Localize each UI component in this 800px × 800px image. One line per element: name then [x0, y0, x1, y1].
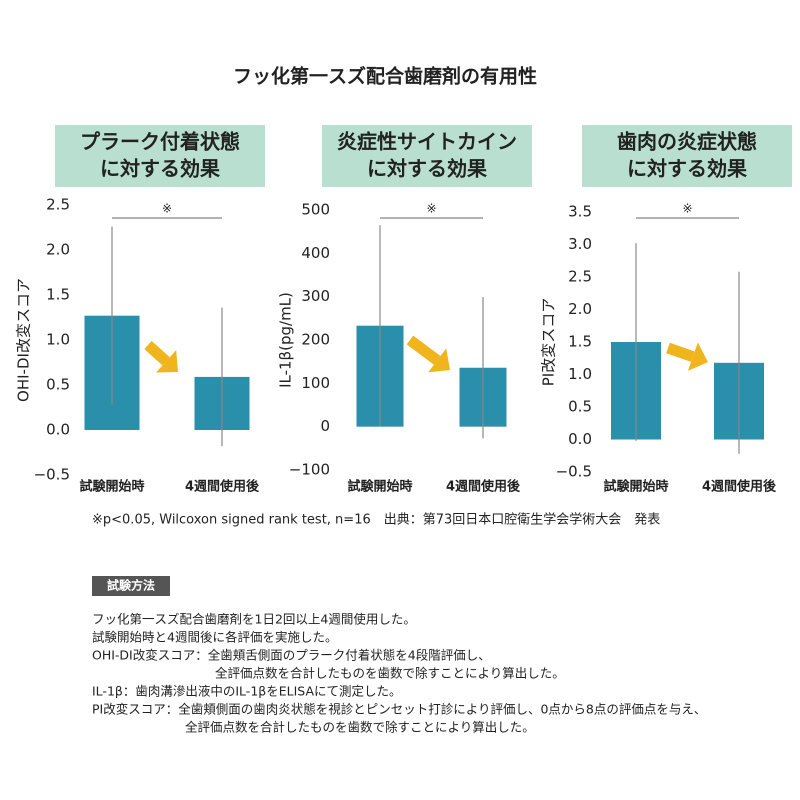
header-title: に対する効果	[627, 157, 747, 181]
y-tick-label: 500	[301, 201, 330, 219]
y-tick-label: 100	[301, 374, 330, 392]
y-tick-label: 2.0	[568, 300, 592, 318]
trend-arrow-shaft	[666, 342, 695, 362]
x-tick-label: 試験開始時	[347, 479, 412, 495]
y-axis-label: PI改変スコア	[540, 298, 558, 386]
header-title: 歯肉の炎症状態	[617, 130, 757, 154]
method-line: フッ化第一スズ配合歯磨剤を1日2回以上4週間使用した。	[92, 612, 416, 627]
y-tick-label: 0.5	[46, 376, 70, 394]
footnote: ※p<0.05, Wilcoxon signed rank test, n=16…	[92, 512, 660, 528]
header-title: に対する効果	[367, 157, 487, 181]
y-tick-label: 2.5	[568, 268, 592, 286]
trend-arrow-head	[428, 348, 450, 373]
header-box	[582, 125, 792, 187]
y-tick-label: 0.0	[568, 430, 592, 448]
header-title: プラーク付着状態	[80, 130, 240, 154]
y-tick-label: 2.0	[46, 241, 70, 259]
y-tick-label: 1.0	[568, 365, 592, 383]
header-box	[55, 125, 265, 187]
y-tick-label: −0.5	[556, 463, 592, 481]
method-line: 全評価点数を合計したものを歯数で除すことにより算出した。	[215, 666, 565, 681]
method-line: 全評価点数を合計したものを歯数で除すことにより算出した。	[185, 720, 535, 735]
trend-arrow-shaft	[144, 340, 170, 366]
main-title: フッ化第一スズ配合歯磨剤の有用性	[233, 65, 537, 88]
significance-mark: ※	[162, 202, 172, 216]
y-tick-label: 1.0	[46, 331, 70, 349]
significance-mark: ※	[426, 202, 436, 216]
x-tick-label: 試験開始時	[79, 479, 144, 495]
method-line: PI改変スコア：全歯頬側面の歯肉炎状態を視診とピンセット打診により評価し、0点か…	[92, 702, 706, 717]
trend-arrow-head	[687, 342, 708, 371]
method-line: 試験開始時と4週間後に各評価を実施した。	[92, 630, 337, 645]
x-tick-label: 4週間使用後	[702, 479, 777, 495]
y-axis-label: IL-1β(pg/mL)	[277, 292, 295, 388]
y-tick-label: 0.5	[568, 398, 592, 416]
y-tick-label: −0.5	[34, 466, 70, 484]
header-title: に対する効果	[100, 157, 220, 181]
y-tick-label: −100	[289, 461, 330, 479]
y-tick-label: 3.0	[568, 235, 592, 253]
x-tick-label: 4週間使用後	[446, 479, 521, 495]
y-tick-label: 300	[301, 287, 330, 305]
header-box	[322, 125, 532, 187]
y-tick-label: 200	[301, 331, 330, 349]
x-tick-label: 4週間使用後	[185, 479, 260, 495]
method-heading-box	[92, 576, 170, 596]
y-tick-label: 0	[320, 417, 330, 435]
method-heading: 試験方法	[107, 578, 155, 593]
y-tick-label: 3.5	[568, 203, 592, 221]
method-line: OHI-DI改変スコア：全歯頬舌側面のプラーク付着状態を4段階評価し、	[92, 648, 491, 663]
trend-arrow-head	[156, 350, 178, 373]
y-tick-label: 400	[301, 244, 330, 262]
method-line: IL-1β：歯肉溝滲出液中のIL-1βをELISAにて測定した。	[92, 684, 402, 699]
y-tick-label: 2.5	[46, 196, 70, 214]
significance-mark: ※	[682, 202, 692, 216]
trend-arrow-shaft	[406, 335, 441, 365]
y-tick-label: 0.0	[46, 421, 70, 439]
x-tick-label: 試験開始時	[603, 479, 668, 495]
y-tick-label: 1.5	[568, 333, 592, 351]
y-axis-label: OHI-DI改変スコア	[15, 278, 33, 402]
y-tick-label: 1.5	[46, 286, 70, 304]
header-title: 炎症性サイトカイン	[337, 130, 517, 154]
